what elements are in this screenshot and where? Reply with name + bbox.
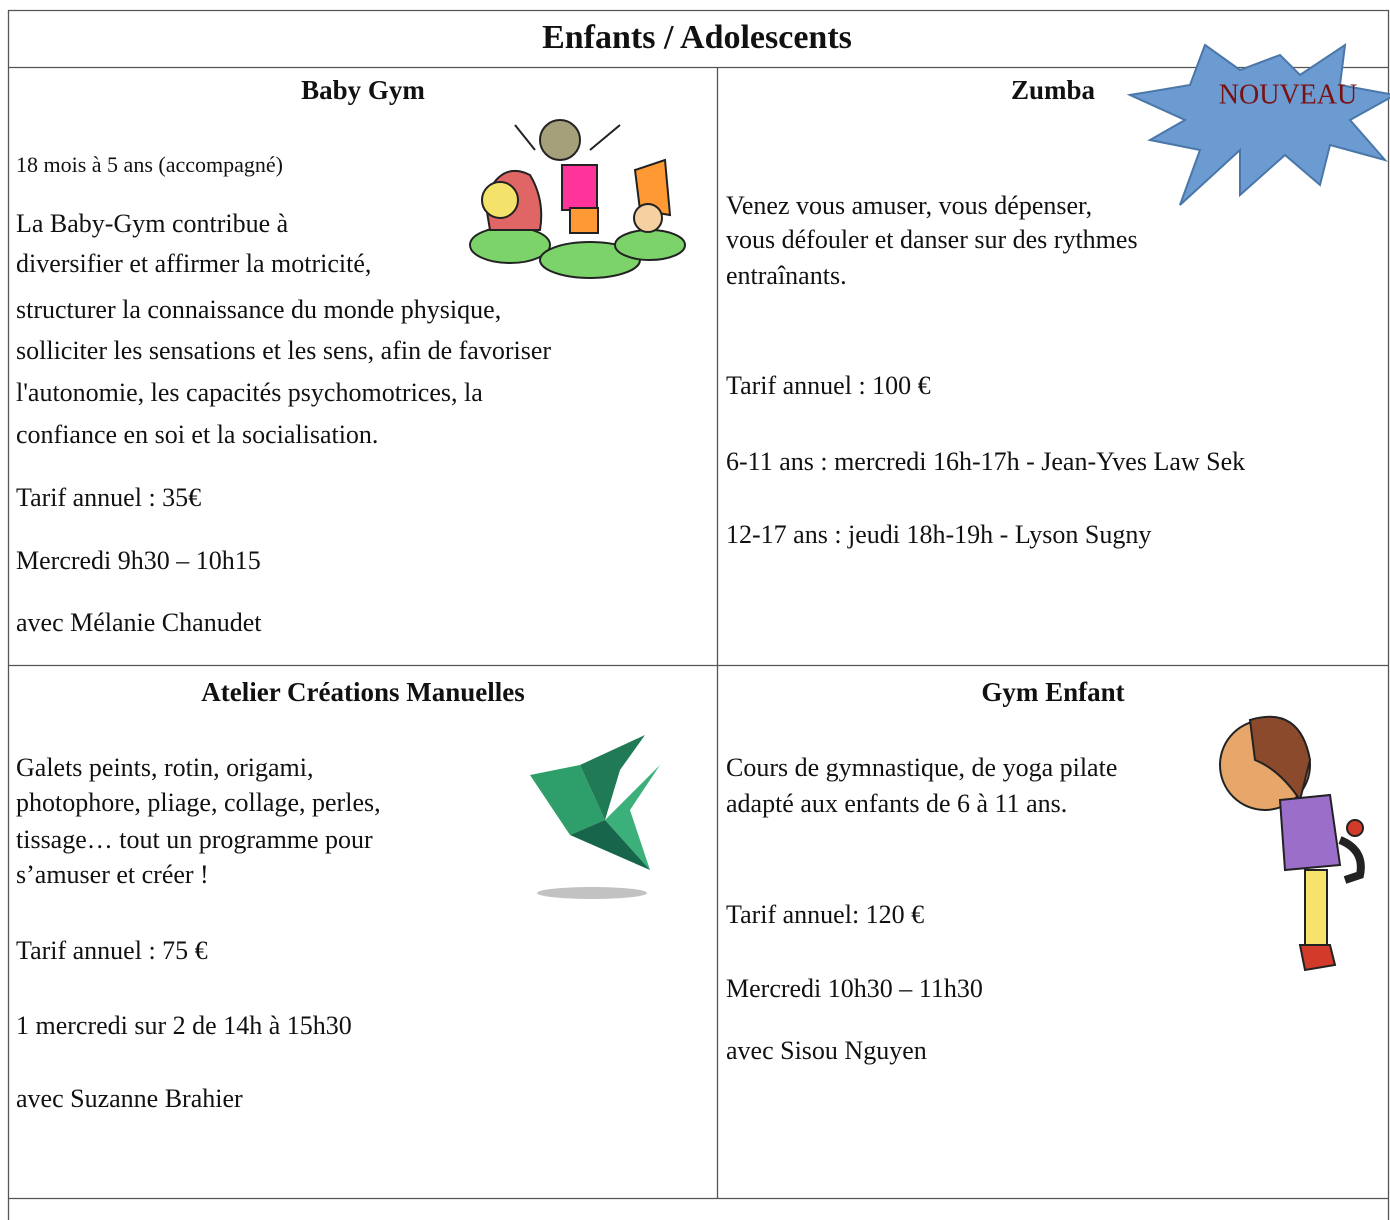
badge-label: NOUVEAU xyxy=(1219,79,1357,110)
cell-text: confiance en soi et la socialisation. xyxy=(16,420,378,449)
page-title: Enfants / Adolescents xyxy=(542,19,852,56)
cell-text: Mercredi 9h30 – 10h15 xyxy=(16,546,261,575)
table-borders xyxy=(7,9,1390,1220)
cell-title: Atelier Créations Manuelles xyxy=(201,677,524,707)
cell-text: Tarif annuel : 75 € xyxy=(16,936,208,965)
cell-text: Venez vous amuser, vous dépenser, xyxy=(726,191,1092,220)
cell-text: 6-11 ans : mercredi 16h-17h - Jean-Yves … xyxy=(726,447,1245,476)
cell-text: photophore, pliage, collage, perles, xyxy=(16,788,381,817)
cell-text: Tarif annuel : 100 € xyxy=(726,371,931,400)
cell-text: 1 mercredi sur 2 de 14h à 15h30 xyxy=(16,1011,352,1040)
badge: NOUVEAU xyxy=(1126,42,1390,206)
cell-title: Baby Gym xyxy=(301,75,425,105)
cell-text: l'autonomie, les capacités psychomotrice… xyxy=(16,378,483,407)
cell-text: tissage… tout un programme pour xyxy=(16,825,373,854)
cell-text: diversifier et affirmer la motricité, xyxy=(16,249,371,278)
cell-title: Zumba xyxy=(1011,75,1096,105)
cell-text: Tarif annuel : 35€ xyxy=(16,483,201,512)
cell-title: Gym Enfant xyxy=(981,677,1124,707)
cell-text: 18 mois à 5 ans (accompagné) xyxy=(16,152,283,177)
cell-text: Galets peints, rotin, origami, xyxy=(16,753,314,782)
cell-text: entraînants. xyxy=(726,261,847,290)
cell-text: avec Suzanne Brahier xyxy=(16,1084,243,1113)
origami-bird xyxy=(530,735,660,899)
cell-text: Tarif annuel: 120 € xyxy=(726,900,924,929)
cell-text: La Baby-Gym contribue à xyxy=(16,209,289,238)
cell-text: s’amuser et créer ! xyxy=(16,860,209,889)
cell-text: vous défouler et danser sur des rythmes xyxy=(726,225,1138,254)
cell-text: Cours de gymnastique, de yoga pilate xyxy=(726,753,1117,782)
cell-text: structurer la connaissance du monde phys… xyxy=(16,295,501,324)
kids-illustration xyxy=(469,119,686,279)
cell-text: adapté aux enfants de 6 à 11 ans. xyxy=(726,789,1067,818)
cell-text: solliciter les sensations et les sens, a… xyxy=(16,336,551,365)
cell-text: Mercredi 10h30 – 11h30 xyxy=(726,974,983,1003)
girl-illustration xyxy=(1219,715,1365,972)
cell-text: 12-17 ans : jeudi 18h-19h - Lyson Sugny xyxy=(726,520,1151,549)
cell-text: avec Mélanie Chanudet xyxy=(16,608,262,637)
cell-text: avec Sisou Nguyen xyxy=(726,1036,927,1065)
